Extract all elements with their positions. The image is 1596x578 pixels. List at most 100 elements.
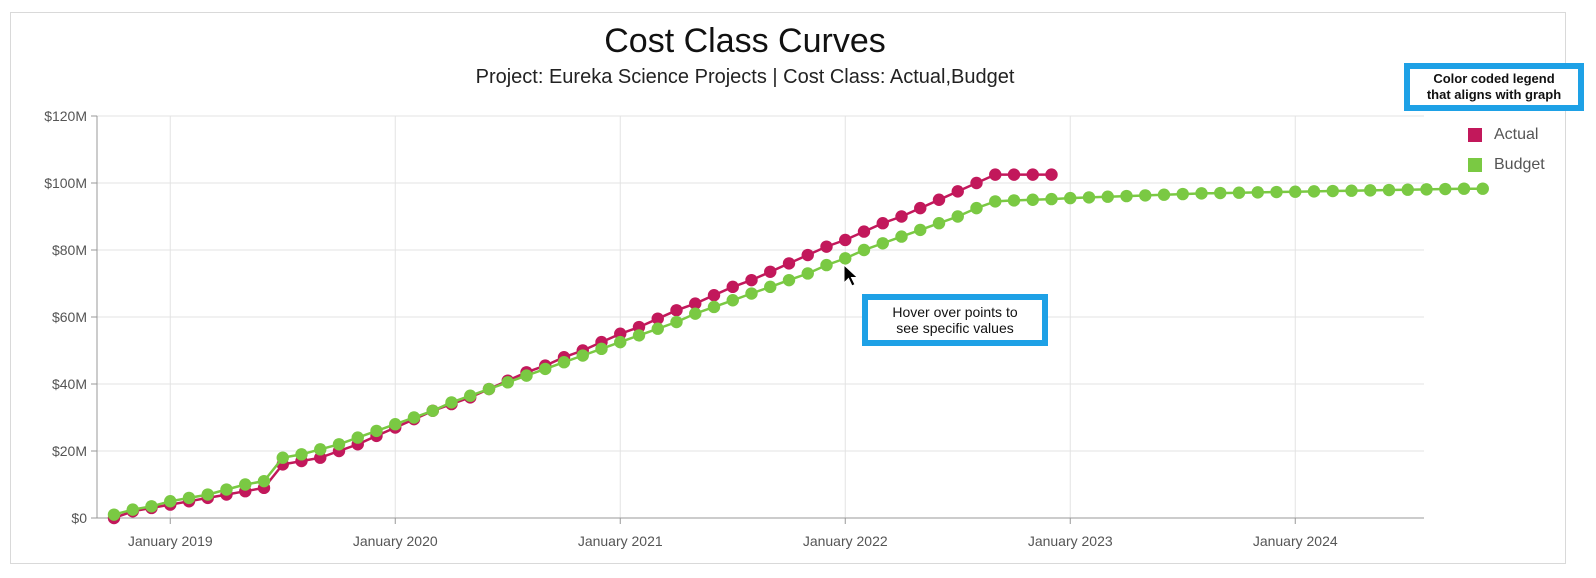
data-point-actual[interactable] [1026,168,1039,181]
data-point-actual[interactable] [670,304,683,317]
data-point-budget[interactable] [276,451,289,464]
data-point-budget[interactable] [914,223,927,237]
data-point-budget[interactable] [895,230,908,243]
data-point-budget[interactable] [389,418,402,431]
data-point-budget[interactable] [445,396,458,409]
data-point-actual[interactable] [801,248,814,262]
data-point-budget[interactable] [482,382,496,396]
data-point-actual[interactable] [857,225,871,238]
data-point-budget[interactable] [1289,185,1302,198]
data-point-budget[interactable] [1345,184,1358,197]
data-point-budget[interactable] [220,483,233,496]
data-point-budget[interactable] [426,404,439,417]
data-point-budget[interactable] [1176,187,1189,201]
data-point-budget[interactable] [745,287,758,300]
data-point-budget[interactable] [595,342,608,356]
data-point-budget[interactable] [970,201,983,215]
data-point-budget[interactable] [782,273,796,287]
data-point-budget[interactable] [1157,188,1171,201]
data-point-budget[interactable] [801,267,814,280]
data-point-budget[interactable] [726,294,739,307]
data-point-budget[interactable] [764,280,777,294]
data-point-budget[interactable] [876,237,889,250]
data-point-budget[interactable] [1026,193,1039,206]
data-point-budget[interactable] [1270,185,1283,199]
data-point-budget[interactable] [520,369,533,382]
data-point-budget[interactable] [182,491,196,505]
data-point-budget[interactable] [951,210,964,223]
chart-card [10,12,1566,564]
data-point-budget[interactable] [932,217,946,230]
data-point-actual[interactable] [989,168,1002,181]
data-point-budget[interactable] [707,300,721,314]
data-point-budget[interactable] [1101,190,1114,203]
data-point-budget[interactable] [370,424,383,438]
data-point-budget[interactable] [501,376,514,389]
data-point-budget[interactable] [1045,192,1058,206]
data-point-actual[interactable] [895,210,908,223]
data-point-actual[interactable] [707,289,721,302]
data-point-budget[interactable] [464,389,477,402]
data-point-actual[interactable] [951,185,964,198]
data-point-budget[interactable] [1476,182,1489,195]
data-point-budget[interactable] [314,443,327,456]
data-point-actual[interactable] [914,201,927,215]
data-point-budget[interactable] [1307,185,1321,198]
data-point-actual[interactable] [932,193,946,206]
y-tick-label: $80M [52,242,87,258]
data-point-actual[interactable] [782,257,796,270]
data-point-budget[interactable] [989,195,1002,208]
data-point-budget[interactable] [1420,183,1433,196]
data-point-budget[interactable] [1326,184,1339,198]
data-point-budget[interactable] [1120,189,1133,203]
data-point-budget[interactable] [107,508,121,521]
data-point-budget[interactable] [632,329,646,342]
data-point-budget[interactable] [1232,186,1246,199]
data-point-budget[interactable] [1214,186,1227,200]
data-point-budget[interactable] [201,488,214,501]
data-point-budget[interactable] [351,431,364,444]
data-point-actual[interactable] [689,297,702,310]
data-point-budget[interactable] [1251,186,1264,199]
data-point-actual[interactable] [876,217,889,230]
data-point-budget[interactable] [539,362,552,376]
data-point-actual[interactable] [1007,168,1021,181]
legend-item-actual[interactable]: Actual [1468,120,1545,150]
data-point-actual[interactable] [745,273,758,287]
data-point-budget[interactable] [670,315,683,329]
data-point-budget[interactable] [332,438,346,451]
data-point-actual[interactable] [970,176,983,190]
data-point-budget[interactable] [689,307,702,320]
data-point-budget[interactable] [1082,191,1096,204]
data-point-budget[interactable] [1457,182,1471,195]
data-point-budget[interactable] [239,478,252,491]
data-point-budget[interactable] [164,495,177,508]
data-point-budget[interactable] [839,252,852,265]
data-point-actual[interactable] [726,280,739,294]
data-point-budget[interactable] [126,503,139,516]
data-point-budget[interactable] [857,243,871,257]
data-point-budget[interactable] [295,448,308,461]
data-point-actual[interactable] [764,265,777,278]
data-point-actual[interactable] [820,240,833,253]
data-point-budget[interactable] [820,258,833,272]
data-point-budget[interactable] [407,411,421,424]
data-point-budget[interactable] [1195,187,1208,200]
data-point-budget[interactable] [1439,182,1452,196]
data-point-budget[interactable] [557,356,571,369]
data-point-budget[interactable] [614,335,627,349]
data-point-actual[interactable] [839,233,852,247]
data-point-actual[interactable] [651,312,664,325]
data-point-budget[interactable] [1401,183,1414,196]
legend-item-budget[interactable]: Budget [1468,150,1545,180]
data-point-budget[interactable] [576,349,589,362]
data-point-actual[interactable] [1045,168,1058,181]
data-point-budget[interactable] [1364,184,1377,197]
data-point-budget[interactable] [1139,189,1152,202]
data-point-budget[interactable] [145,500,158,513]
data-point-budget[interactable] [257,474,271,488]
data-point-budget[interactable] [1007,194,1021,207]
data-point-budget[interactable] [1064,191,1077,205]
data-point-budget[interactable] [1382,183,1396,197]
data-point-budget[interactable] [651,322,664,335]
